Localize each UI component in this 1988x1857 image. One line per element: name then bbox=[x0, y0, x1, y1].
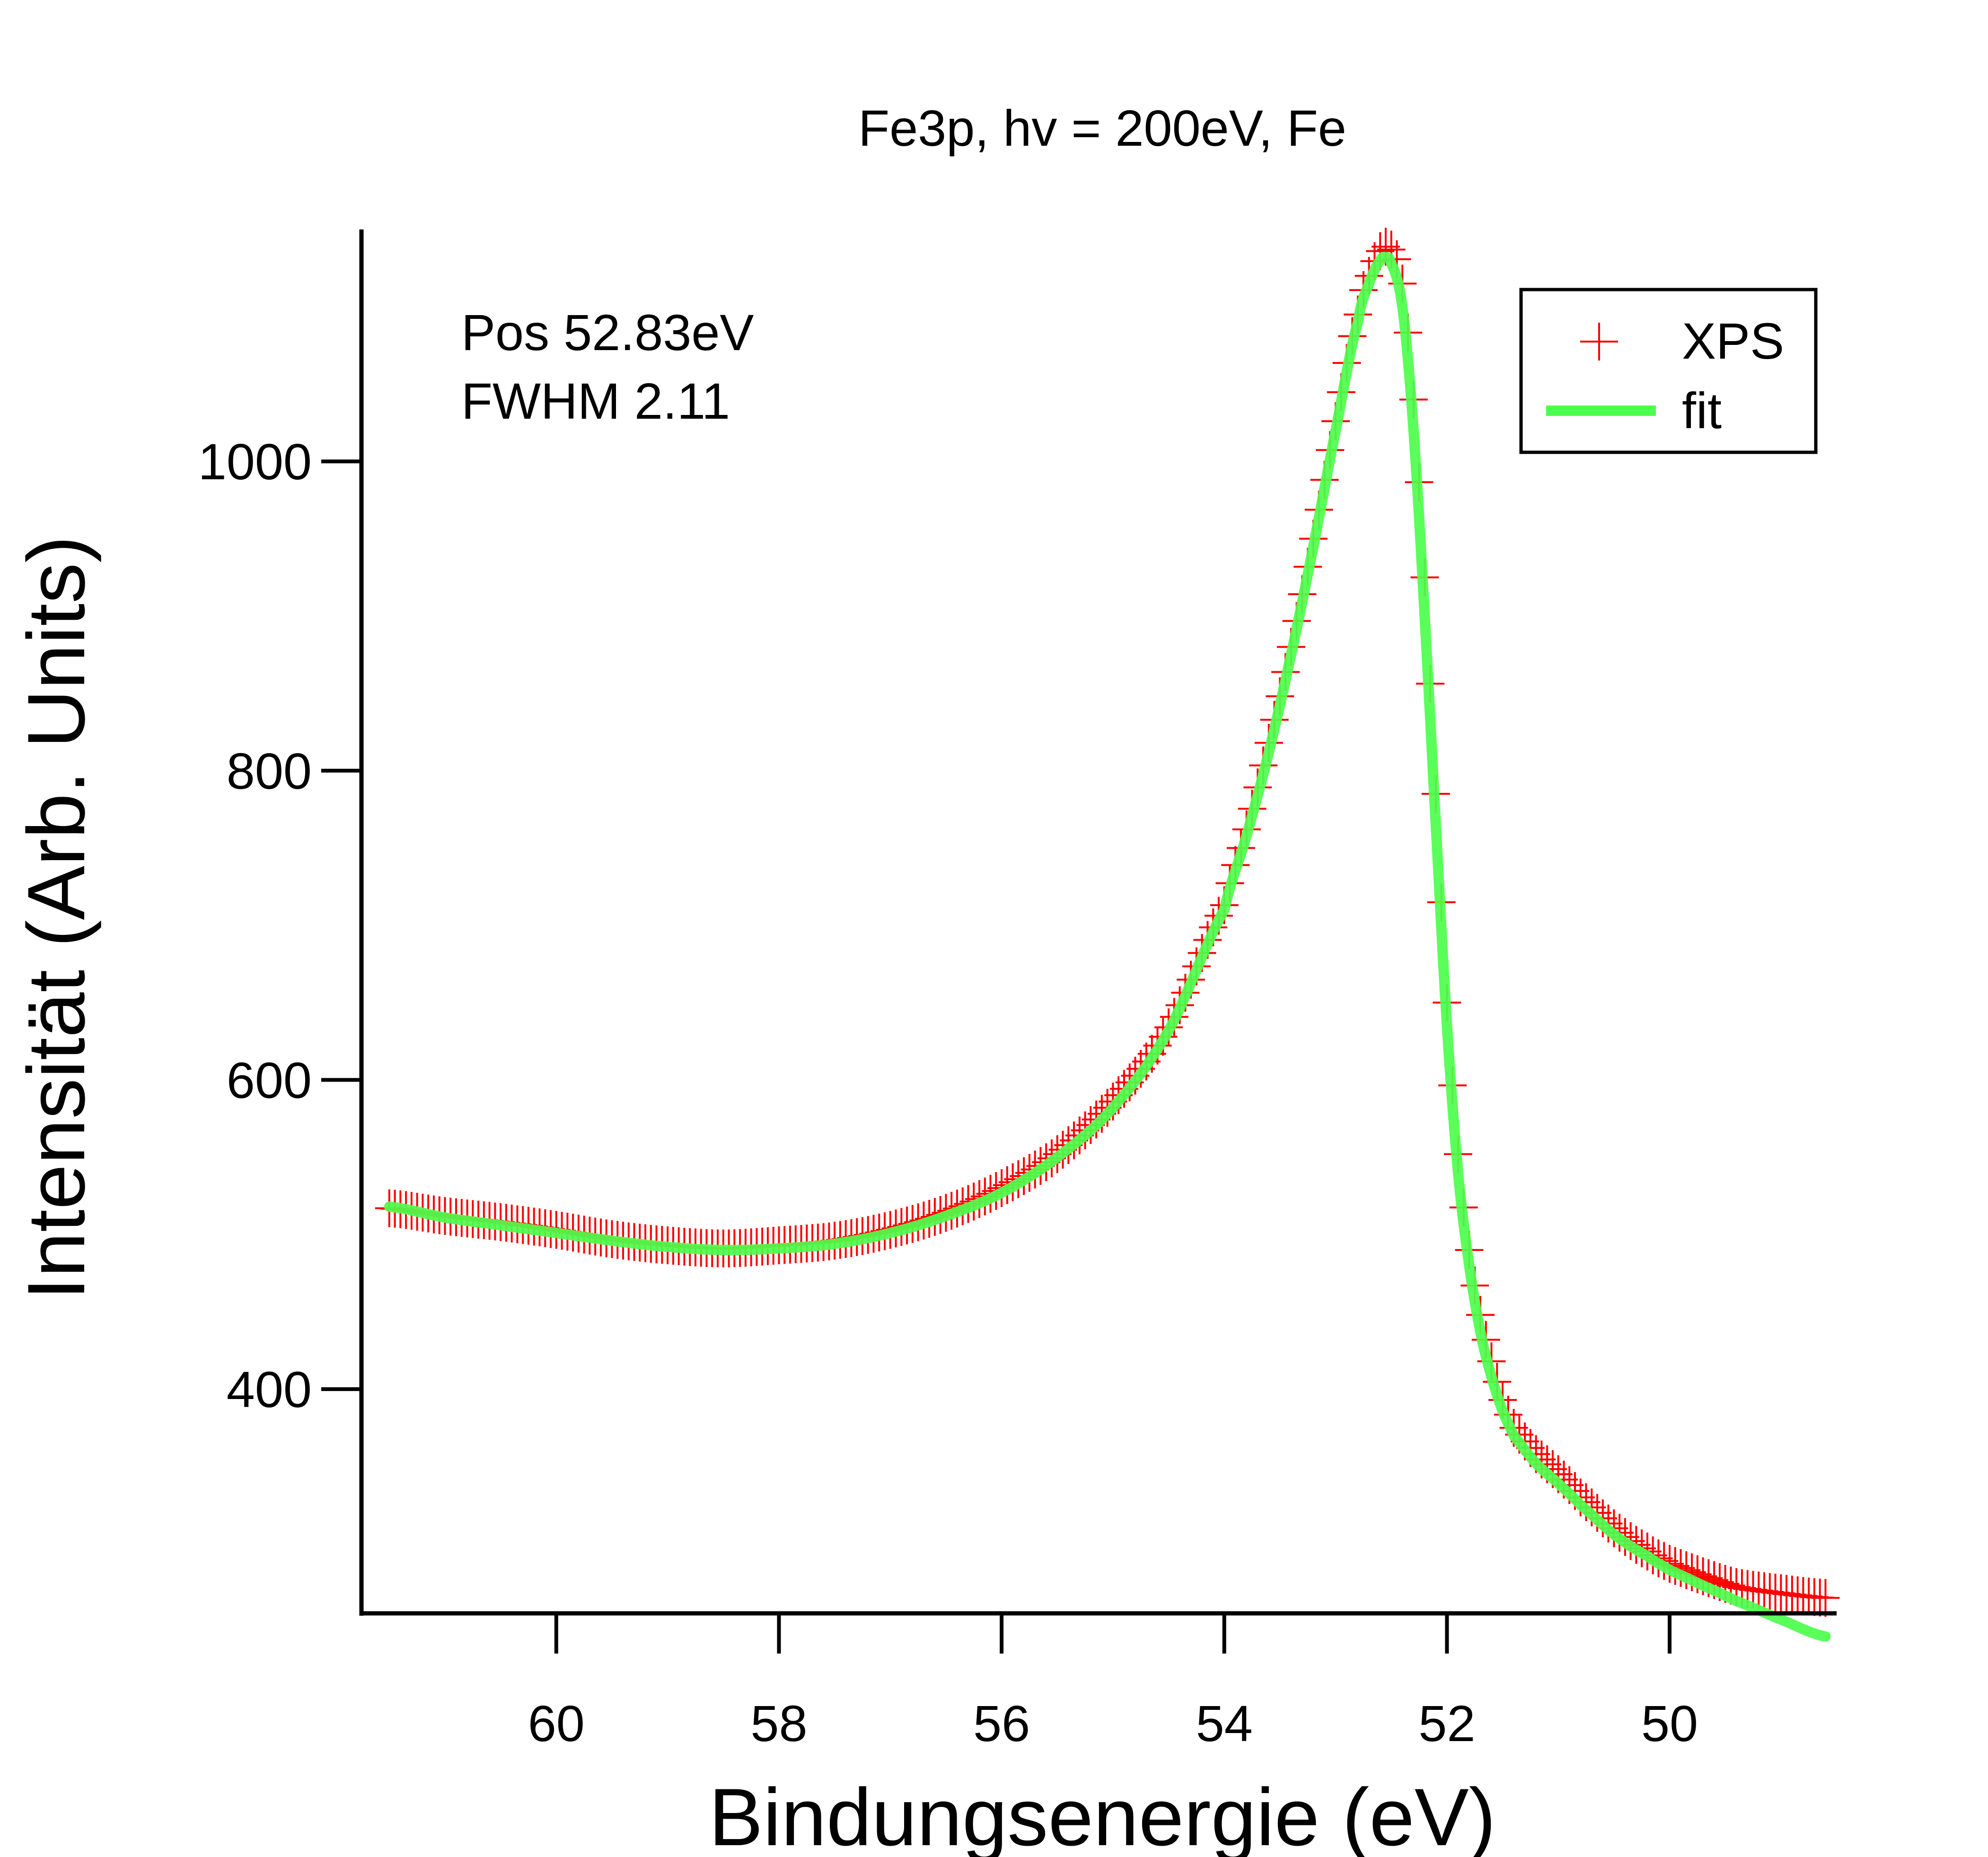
x-tick-label: 60 bbox=[528, 1695, 585, 1752]
plot-area bbox=[375, 228, 1840, 1642]
chart-title: Fe3p, hv = 200eV, Fe bbox=[858, 99, 1346, 157]
xps-point bbox=[1811, 1579, 1840, 1617]
x-axis-label: Bindungsenergie (eV) bbox=[709, 1772, 1496, 1857]
legend-box bbox=[1519, 288, 1818, 454]
x-tick-label: 54 bbox=[1196, 1695, 1253, 1752]
legend-xps-label: XPS bbox=[1682, 312, 1784, 370]
legend: XPS fit bbox=[1519, 288, 1818, 454]
y-tick-label: 1000 bbox=[198, 433, 312, 490]
x-tick-label: 52 bbox=[1418, 1695, 1475, 1752]
y-tick-label: 800 bbox=[227, 742, 312, 800]
x-axis-ticks: 60 58 56 54 52 50 bbox=[528, 1613, 1698, 1752]
x-tick-label: 50 bbox=[1641, 1695, 1698, 1752]
legend-fit-label: fit bbox=[1682, 382, 1722, 439]
series-fit-line bbox=[384, 252, 1831, 1642]
y-tick-label: 600 bbox=[227, 1051, 312, 1109]
annotation-position: Pos 52.83eV bbox=[461, 304, 754, 361]
y-tick-label: 400 bbox=[227, 1361, 312, 1418]
legend-xps-marker bbox=[1580, 323, 1618, 361]
y-axis-label: Intensität (Arb. Units) bbox=[11, 536, 102, 1300]
y-axis-ticks: 400 600 800 1000 bbox=[198, 433, 361, 1418]
x-tick-label: 56 bbox=[973, 1695, 1030, 1752]
annotation-fwhm: FWHM 2.11 bbox=[461, 372, 730, 430]
x-tick-label: 58 bbox=[750, 1695, 807, 1752]
